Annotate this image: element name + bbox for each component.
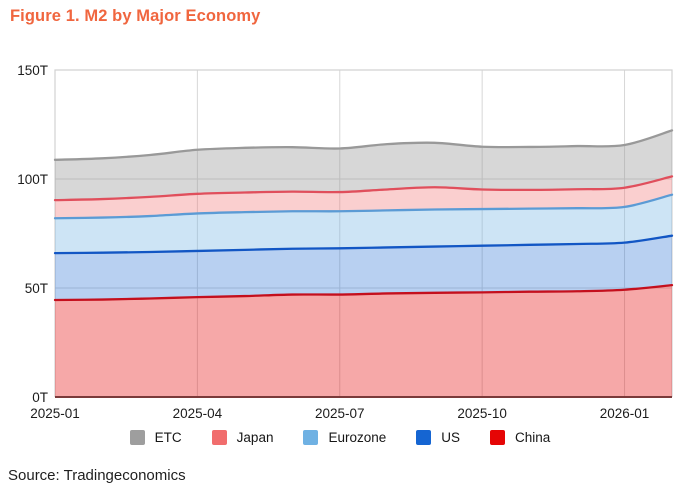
x-tick-label: 2025-07	[315, 406, 365, 421]
page-title: Figure 1. M2 by Major Economy	[10, 7, 261, 25]
x-tick-label: 2026-01	[600, 406, 650, 421]
plot-border	[54, 69, 673, 397]
y-tick-label: 50T	[25, 281, 48, 296]
series-line-china	[53, 284, 674, 302]
x-tick-label: 2025-01	[30, 406, 80, 421]
legend-label: US	[441, 430, 461, 445]
legend-item-japan: Japan	[211, 430, 274, 445]
series-line-eurozone	[53, 193, 674, 220]
legend-swatch-us	[416, 430, 432, 445]
legend-swatch-japan	[211, 430, 227, 445]
legend-item-etc: ETC	[129, 430, 182, 445]
legend-swatch-eurozone	[303, 430, 319, 445]
legend-item-us: US	[416, 430, 460, 445]
series-line-japan	[53, 175, 674, 202]
legend-label: Eurozone	[328, 430, 387, 445]
x-tick-label: 2025-04	[173, 406, 223, 421]
series-line-etc	[53, 129, 674, 161]
legend-item-eurozone: Eurozone	[303, 430, 386, 445]
legend-swatch-etc	[129, 430, 145, 445]
legend-label: Japan	[236, 430, 274, 445]
m2-stacked-area-chart: 0T 50T 100T 150T 2025-01 2025-04 2025-07 2025-1…	[17, 63, 674, 421]
legend-item-china: China	[490, 430, 550, 445]
series-line-us	[53, 234, 674, 255]
legend-label: ETC	[154, 430, 182, 445]
legend-label: China	[515, 430, 551, 445]
y-tick-label: 150T	[17, 63, 48, 78]
y-tick-label: 0T	[32, 390, 48, 405]
y-tick-label: 100T	[17, 172, 48, 187]
legend-swatch-china	[490, 430, 506, 445]
chart-legend: ETC Japan Eurozone US China	[0, 430, 680, 445]
x-tick-label: 2025-10	[457, 406, 507, 421]
source-note: Source: Tradingeconomics	[8, 467, 186, 484]
chart-svg: 0T 50T 100T 150T 2025-01 2025-04 2025-07 2025-1…	[17, 63, 674, 421]
area-band-china	[55, 285, 672, 397]
